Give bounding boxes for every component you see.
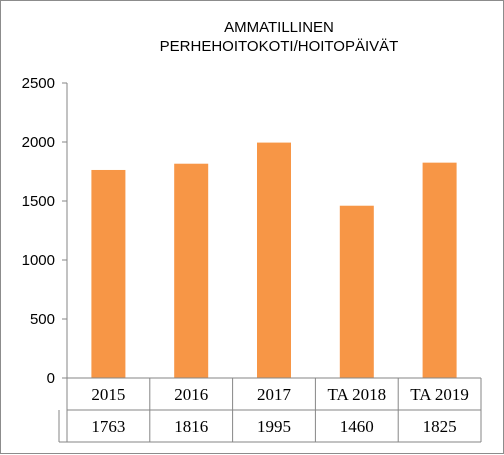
chart-title-line-2: PERHEHOITOKOTI/HOITOPÄIVÄT — [160, 38, 399, 55]
chart-title-line-1: AMMATILLINEN — [224, 19, 334, 36]
x-category-label: 2017 — [257, 385, 292, 404]
y-tick-label: 2500 — [22, 75, 55, 92]
y-tick-label: 0 — [47, 370, 55, 387]
x-category-label: TA 2019 — [410, 385, 469, 404]
bar — [174, 163, 209, 378]
bars — [91, 142, 457, 378]
y-axis: 0 500 1000 1500 2000 2500 — [22, 75, 68, 387]
x-category-label: 2016 — [174, 385, 208, 404]
data-table-value: 1825 — [423, 417, 457, 436]
y-tick-label: 500 — [30, 311, 55, 328]
x-category-label: 2015 — [91, 385, 125, 404]
bar — [422, 162, 457, 378]
bar — [91, 169, 126, 378]
data-table-value: 1460 — [340, 417, 374, 436]
data-table-value: 1816 — [174, 417, 208, 436]
bar — [257, 142, 291, 378]
y-tick-label: 1500 — [22, 193, 55, 210]
bar — [339, 205, 374, 378]
data-table: 2015 1763 2016 1816 2017 1995 TA 2018 1460 TA 20… — [58, 377, 482, 443]
data-table-value: 1763 — [91, 417, 125, 436]
data-table-value: 1995 — [257, 417, 291, 436]
y-tick-label: 1000 — [22, 252, 55, 269]
y-tick-label: 2000 — [22, 134, 55, 151]
x-category-label: TA 2018 — [327, 385, 386, 404]
